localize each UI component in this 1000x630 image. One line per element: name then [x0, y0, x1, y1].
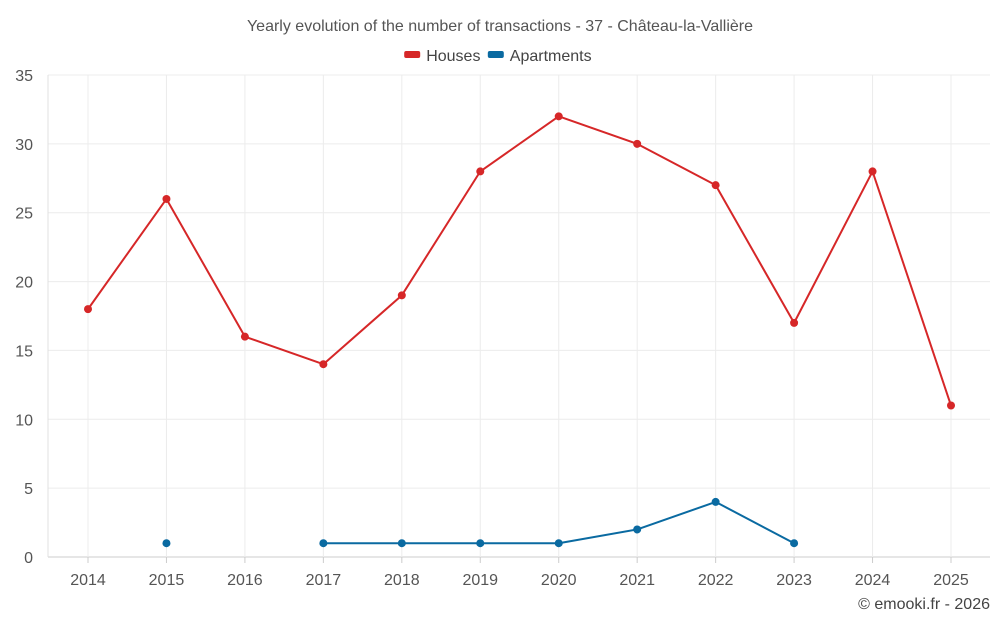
legend-item-houses[interactable]: Houses: [404, 48, 480, 65]
data-point[interactable]: Apartments 2022: 4: [711, 497, 720, 506]
data-point[interactable]: Houses 2022: 27: [711, 181, 720, 190]
data-point[interactable]: Houses 2020: 32: [554, 112, 563, 121]
data-point[interactable]: Houses 2015: 26: [162, 194, 171, 203]
data-point[interactable]: Apartments 2018: 1: [397, 539, 406, 548]
series-houses: Houses 2014: 18 Houses 2015: 26 Houses 201…: [84, 112, 955, 410]
data-point[interactable]: Houses 2021: 30: [633, 139, 642, 148]
data-point[interactable]: Houses 2024: 28: [868, 167, 877, 176]
y-tick-label: 20: [15, 275, 33, 292]
data-point[interactable]: Houses 2018: 19: [397, 291, 406, 300]
y-tick-label: 15: [15, 343, 33, 360]
y-tick-label: 30: [15, 137, 33, 154]
series-apartments: Apartments 2015: 1 Apartments 2017: 1 Apar…: [162, 497, 799, 548]
legend-swatch: [404, 51, 421, 58]
x-tick-label: 2023: [776, 572, 812, 589]
x-tick-label: 2021: [619, 572, 655, 589]
x-tick-label: 2017: [306, 572, 342, 589]
chart-title: Yearly evolution of the number of transa…: [247, 18, 753, 35]
credit-text: © emooki.fr - 2026: [858, 596, 990, 613]
data-point[interactable]: Apartments 2020: 1: [554, 539, 563, 548]
x-tick-label: 2018: [384, 572, 420, 589]
data-point[interactable]: Apartments 2017: 1: [319, 539, 328, 548]
legend-swatch: [487, 51, 504, 58]
data-point[interactable]: Houses 2017: 14: [319, 360, 328, 369]
y-axis: 0 5 10 15 20 25 30 35: [15, 68, 33, 567]
data-point[interactable]: Apartments 2023: 1: [790, 539, 799, 548]
x-axis: 2014 2015 2016 2017 2018 2019 2020 2021 2022 2023…: [70, 557, 969, 589]
x-tick-label: 2025: [933, 572, 969, 589]
series-layer: Houses 2014: 18 Houses 2015: 26 Houses 201…: [84, 112, 955, 548]
data-point[interactable]: Houses 2019: 28: [476, 167, 485, 176]
x-tick-label: 2019: [462, 572, 498, 589]
legend-label: Houses: [426, 48, 480, 65]
data-point[interactable]: Apartments 2019: 1: [476, 539, 485, 548]
legend-item-apartments[interactable]: Apartments: [487, 48, 592, 65]
y-tick-label: 0: [24, 550, 33, 567]
y-tick-label: 5: [24, 481, 33, 498]
x-tick-label: 2020: [541, 572, 577, 589]
x-tick-label: 2016: [227, 572, 263, 589]
data-point[interactable]: Houses 2023: 17: [790, 318, 799, 327]
data-point[interactable]: Apartments 2021: 2: [633, 525, 642, 534]
grid-lines: [47, 74, 990, 558]
legend-label: Apartments: [510, 48, 592, 65]
legend[interactable]: Houses Apartments: [404, 48, 592, 65]
series-line: [87, 115, 952, 406]
x-tick-label: 2022: [698, 572, 734, 589]
y-tick-label: 10: [15, 412, 33, 429]
x-tick-label: 2014: [70, 572, 106, 589]
data-point[interactable]: Houses 2016: 16: [240, 332, 249, 341]
data-point[interactable]: Houses 2025: 11: [947, 401, 955, 410]
y-tick-label: 35: [15, 68, 33, 85]
data-point[interactable]: Apartments 2015: 1: [162, 539, 171, 548]
x-tick-label: 2015: [149, 572, 185, 589]
data-point[interactable]: Houses 2014: 18: [84, 305, 92, 314]
y-tick-label: 25: [15, 206, 33, 223]
x-tick-label: 2024: [855, 572, 891, 589]
